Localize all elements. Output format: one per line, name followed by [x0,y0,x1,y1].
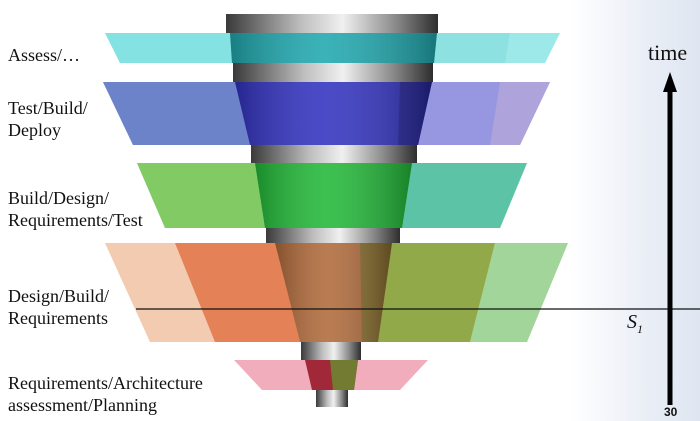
right-background-glow [570,0,700,421]
stage-label-build-design-req-test: Build/Design/ Requirements/Test [8,188,143,230]
time-axis-label: time [648,40,688,65]
stage-label-assess: Assess/… [8,45,81,65]
page-number: 30 [664,405,678,419]
stage-label-design-build-req: Design/Build/ Requirements [8,286,110,328]
band-req-arch-planning [234,360,428,390]
s1-main-text: S [627,311,637,333]
band-design-build-req [105,243,568,342]
s1-label: S1 [627,311,643,337]
central-cylinder [226,14,438,407]
band-build-design-req-test [137,163,527,228]
band-assess [105,33,560,63]
s1-subscript: 1 [637,322,643,336]
stage-label-test-build-deploy: Test/Build/ Deploy [8,98,88,140]
band-test-build-deploy [103,82,550,145]
time-arrow [663,72,677,405]
stage-label-req-arch-planning: Requirements/Architecture assessment/Pla… [8,373,203,415]
